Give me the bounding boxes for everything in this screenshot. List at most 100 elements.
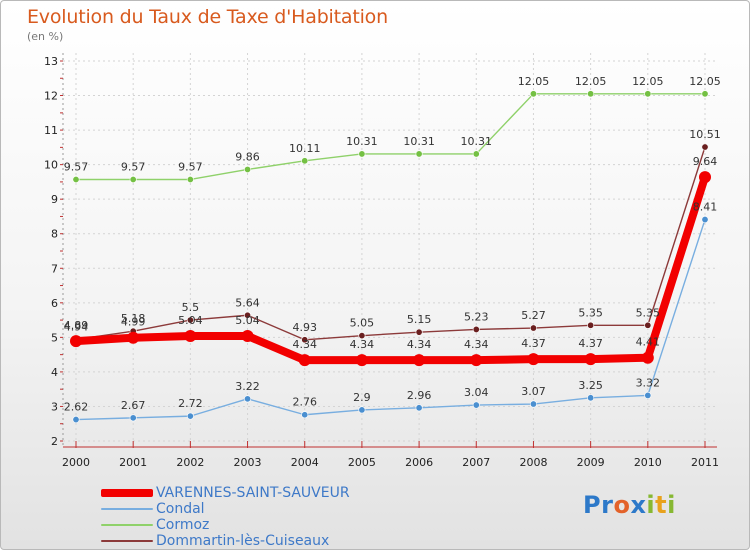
data-point <box>415 328 423 336</box>
logo-letter: o <box>613 491 631 519</box>
x-tick-label: 2005 <box>348 456 376 469</box>
data-point <box>301 336 309 344</box>
data-point <box>529 324 537 332</box>
data-label: 10.11 <box>289 142 321 155</box>
logo-letter: t <box>655 491 668 519</box>
y-tick-label: 3 <box>51 400 58 413</box>
data-label: 5.5 <box>182 301 200 314</box>
data-point <box>301 157 309 165</box>
chart-subtitle: (en %) <box>27 30 64 43</box>
data-label: 12.05 <box>689 75 721 88</box>
data-label: 12.05 <box>632 75 664 88</box>
y-tick-label: 13 <box>44 55 58 68</box>
data-point <box>184 329 197 342</box>
y-tick-label: 7 <box>51 262 58 275</box>
data-point <box>129 414 137 422</box>
data-label: 2.9 <box>353 391 371 404</box>
data-label: 4.37 <box>521 337 546 350</box>
data-label: 5.35 <box>578 306 603 319</box>
data-label: 4.94 <box>64 320 89 333</box>
legend-label: VARENNES-SAINT-SAUVEUR <box>156 485 350 501</box>
x-tick-label: 2000 <box>62 456 90 469</box>
data-point <box>413 354 426 367</box>
data-point <box>699 171 711 184</box>
data-label: 4.34 <box>407 338 432 351</box>
data-point <box>415 404 423 412</box>
x-tick-label: 2006 <box>405 456 433 469</box>
data-point <box>186 412 194 420</box>
data-label: 8.41 <box>693 201 718 214</box>
legend-swatch <box>101 489 153 497</box>
data-label: 5.64 <box>235 296 260 309</box>
data-label: 5.27 <box>521 309 546 322</box>
data-label: 2.72 <box>178 397 203 410</box>
data-point <box>529 400 537 408</box>
data-label: 10.31 <box>461 135 493 148</box>
data-label: 9.64 <box>693 155 718 168</box>
data-point <box>529 90 537 98</box>
data-label: 9.86 <box>235 150 260 163</box>
legend-label: Dommartin-lès-Cuiseaux <box>156 533 330 549</box>
data-label: 4.93 <box>292 321 317 334</box>
data-point <box>298 354 311 367</box>
y-tick-label: 6 <box>51 297 58 310</box>
data-label: 5.23 <box>464 310 489 323</box>
x-tick-label: 2004 <box>291 456 319 469</box>
chart-title: Evolution du Taux de Taxe d'Habitation <box>27 6 388 28</box>
data-label: 10.51 <box>689 128 721 141</box>
data-label: 3.25 <box>578 379 603 392</box>
data-point <box>358 406 366 414</box>
data-point <box>415 150 423 158</box>
data-label: 3.32 <box>636 376 661 389</box>
data-label: 5.18 <box>121 312 146 325</box>
logo-letter: i <box>646 491 656 519</box>
data-point <box>70 335 82 348</box>
data-point <box>701 143 709 151</box>
data-point <box>358 150 366 158</box>
series-line-cormoz <box>75 93 706 181</box>
data-label: 2.62 <box>64 401 89 414</box>
data-label: 5.15 <box>407 313 432 326</box>
data-point <box>644 90 652 98</box>
data-label: 9.57 <box>178 160 203 173</box>
data-point <box>587 321 595 329</box>
x-tick-label: 2002 <box>176 456 204 469</box>
y-tick-label: 4 <box>51 366 58 379</box>
data-label: 3.22 <box>235 380 260 393</box>
logo-letter: x <box>630 491 647 519</box>
data-point <box>587 90 595 98</box>
logo-letter: i <box>667 491 676 519</box>
y-tick-label: 2 <box>51 435 58 448</box>
data-label: 4.34 <box>292 338 317 351</box>
data-point <box>701 216 709 224</box>
data-point <box>701 90 709 98</box>
data-point <box>244 395 252 403</box>
data-point <box>186 175 194 183</box>
data-label: 5.35 <box>636 306 661 319</box>
data-point <box>641 351 654 364</box>
data-label: 5.04 <box>235 314 260 327</box>
data-point <box>301 411 309 419</box>
data-label: 2.76 <box>292 396 317 409</box>
data-label: 5.04 <box>178 314 203 327</box>
logo-letter: r <box>601 491 614 519</box>
data-label: 10.31 <box>346 135 378 148</box>
y-tick-label: 8 <box>51 228 58 241</box>
legend-swatch <box>101 524 153 526</box>
data-point <box>72 175 80 183</box>
data-label: 12.05 <box>518 75 550 88</box>
data-point <box>355 354 368 367</box>
data-label: 3.04 <box>464 386 489 399</box>
data-label: 4.34 <box>350 338 375 351</box>
data-point <box>244 165 252 173</box>
legend-label: Condal <box>156 501 205 517</box>
data-point <box>472 401 480 409</box>
data-point <box>472 325 480 333</box>
data-label: 5.05 <box>350 317 375 330</box>
data-point <box>584 353 597 366</box>
data-label: 2.96 <box>407 389 432 402</box>
data-point <box>644 391 652 399</box>
data-label: 12.05 <box>575 75 607 88</box>
logo-letter: P <box>583 491 602 519</box>
